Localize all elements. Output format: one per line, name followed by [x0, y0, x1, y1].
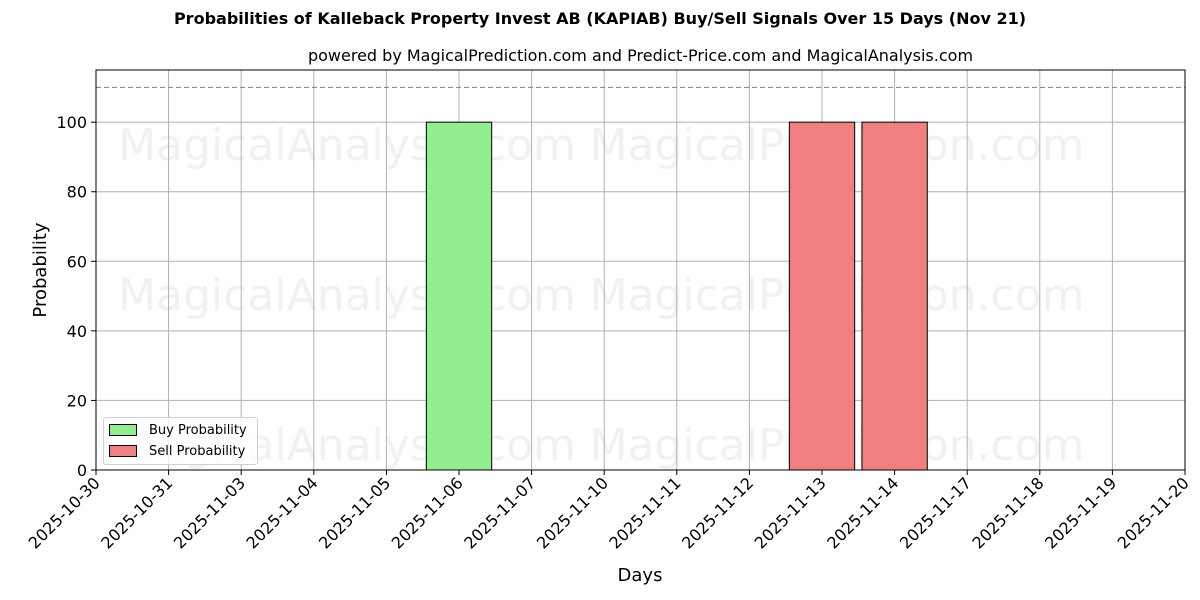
x-tick-label: 2025-11-05	[315, 473, 394, 552]
legend-item-sell: Sell Probability	[109, 443, 245, 459]
x-tick-label: 2025-11-06	[388, 473, 467, 552]
sell-swatch-icon	[109, 445, 137, 457]
x-tick-label: 2025-11-07	[460, 473, 539, 552]
x-tick-label: 2025-10-30	[25, 473, 104, 552]
x-tick-label: 2025-11-17	[896, 473, 975, 552]
x-tick-label: 2025-10-31	[97, 473, 176, 552]
y-tick-label: 100	[56, 113, 87, 132]
y-axis: 0 20 40 60 80 100	[56, 113, 96, 480]
y-tick-label: 80	[67, 183, 87, 202]
x-tick-label: 2025-11-03	[170, 473, 249, 552]
y-tick-label: 60	[67, 252, 87, 271]
legend-sell-label: Sell Probability	[149, 443, 246, 459]
plot-frame	[95, 69, 1186, 471]
y-axis-label: Probability	[30, 222, 51, 317]
watermark-text: MagicalAnalysis.com	[118, 270, 576, 321]
chart-title: Probabilities of Kalleback Property Inve…	[173, 9, 1027, 28]
x-tick-label: 2025-11-18	[968, 473, 1047, 552]
x-tick-label: 2025-11-19	[1041, 473, 1120, 552]
legend: Buy Probability Sell Probability	[103, 417, 258, 465]
y-tick-label: 20	[67, 391, 87, 410]
x-tick-label: 2025-11-11	[605, 473, 684, 552]
y-tick-label: 40	[67, 322, 87, 341]
x-axis: 2025-10-302025-10-312025-11-032025-11-04…	[25, 470, 1193, 553]
x-tick-label: 2025-11-10	[533, 473, 612, 552]
chart-subtitle: powered by MagicalPrediction.com and Pre…	[307, 46, 974, 65]
legend-buy-label: Buy Probability	[149, 422, 247, 438]
x-tick-label: 2025-11-14	[823, 473, 902, 552]
buy-swatch-icon	[109, 424, 137, 436]
x-tick-label: 2025-11-13	[751, 473, 830, 552]
watermark-text: MagicalAnalysis.com	[118, 120, 576, 171]
bars	[425, 121, 928, 471]
x-tick-label: 2025-11-20	[1114, 473, 1193, 552]
x-tick-label: 2025-11-12	[678, 473, 757, 552]
watermarks: MagicalAnalysis.comMagicalPrediction.com…	[118, 120, 1084, 471]
buy-bar	[425, 121, 493, 471]
sell-bar	[788, 121, 856, 471]
x-tick-label: 2025-11-04	[242, 473, 321, 552]
legend-item-buy: Buy Probability	[109, 422, 247, 438]
x-axis-label: Days	[618, 565, 663, 586]
sell-bar	[861, 121, 928, 471]
y-tick-label: 0	[77, 461, 87, 480]
